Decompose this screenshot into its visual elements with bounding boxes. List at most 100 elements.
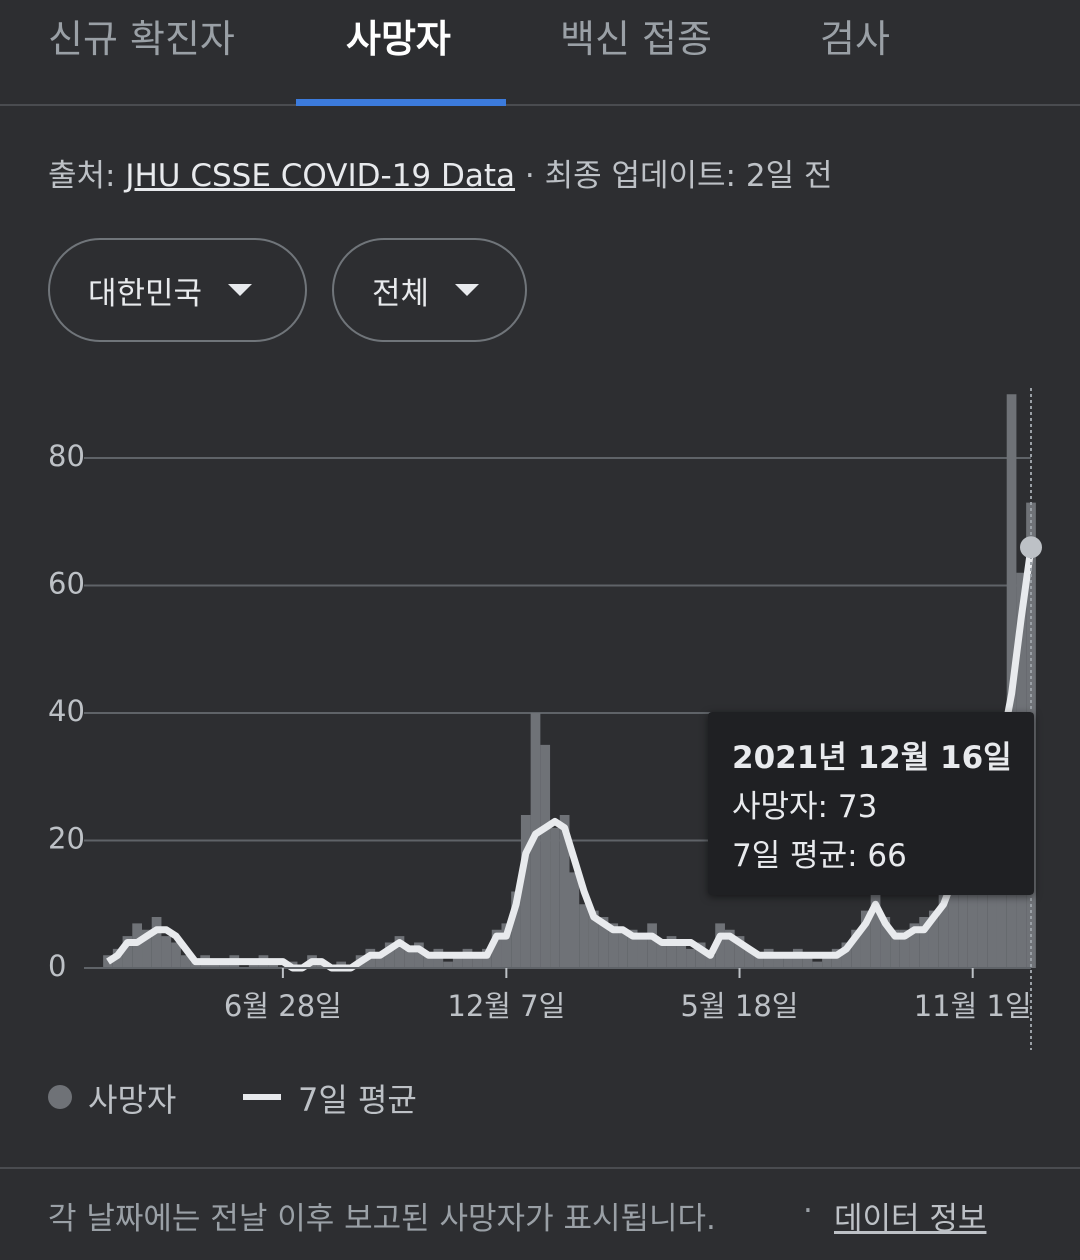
x-tick-label: 11월 1일 [914, 989, 1032, 1023]
bar [899, 929, 910, 968]
bar [501, 923, 512, 968]
tab[interactable]: 사망자 [346, 17, 451, 61]
bar [666, 936, 677, 968]
update-info: · 최종 업데이트: 2일 전 [524, 158, 833, 194]
bar [384, 942, 395, 968]
bar [122, 936, 133, 968]
bar [870, 891, 881, 968]
bar [618, 929, 628, 968]
bar [695, 942, 706, 968]
footer-note: 각 날짜에는 전날 이후 보고된 사망자가 표시됩니다. [48, 1201, 716, 1237]
bar [540, 744, 551, 968]
range-dropdown[interactable]: 전체 [332, 238, 527, 342]
y-tick-label: 80 [48, 439, 85, 473]
bar [404, 948, 415, 968]
bar [754, 955, 764, 968]
bar [414, 942, 424, 968]
bar [569, 872, 580, 968]
tab[interactable]: 검사 [820, 17, 890, 61]
dropdown-arrow [455, 284, 480, 296]
x-tick-label: 5월 18일 [681, 989, 799, 1023]
dropdown-label: 전체 [372, 275, 430, 312]
tooltip-title: 2021년 12월 16일 [732, 740, 1012, 776]
tab[interactable]: 신규 확진자 [48, 17, 235, 61]
tooltip: 2021년 12월 16일 사망자: 73 7일 평균: 66 [708, 712, 1034, 895]
source-link[interactable]: JHU CSSE COVID-19 Data [125, 158, 516, 194]
bar [511, 891, 521, 968]
bar [491, 929, 502, 968]
dropdown-arrow [228, 284, 253, 296]
country-dropdown[interactable]: 대한민국 [48, 238, 307, 342]
bar [890, 929, 900, 968]
y-tick-label: 0 [48, 949, 66, 983]
hover-point [1020, 536, 1042, 559]
tooltip-line: 사망자: 73 [732, 789, 878, 825]
bar [588, 910, 599, 968]
bar [676, 942, 687, 968]
bar [928, 910, 939, 968]
y-tick-label: 60 [48, 567, 85, 601]
bar [637, 936, 648, 968]
footer-divider [0, 1167, 1080, 1169]
bar [472, 955, 483, 968]
y-tick-label: 40 [48, 694, 85, 728]
legend-line [243, 1094, 281, 1100]
bar [715, 923, 725, 968]
bar [744, 948, 755, 968]
source-line: 출처: JHU CSSE COVID-19 Data · 최종 업데이트: 2일… [48, 150, 832, 195]
bar [375, 955, 385, 968]
legend-label: 7일 평균 [298, 1081, 417, 1119]
bar [142, 929, 152, 968]
bar [608, 923, 619, 968]
bar [180, 955, 191, 968]
bar [958, 840, 968, 968]
bar [423, 955, 434, 968]
bar [851, 929, 861, 968]
x-tick-label: 12월 7일 [447, 989, 565, 1023]
bar [734, 936, 745, 968]
bar [103, 955, 113, 968]
bar [802, 955, 813, 968]
bar [686, 948, 696, 968]
bar [880, 917, 891, 968]
bar [909, 923, 920, 968]
bar [443, 961, 453, 968]
footer-link-wrap: 데이터 정보 [834, 1193, 986, 1238]
bar [773, 955, 784, 968]
average-line [106, 546, 1035, 972]
bar [860, 910, 871, 968]
legend-label: 사망자 [88, 1081, 177, 1119]
bar [627, 929, 638, 968]
tab[interactable]: 백신 접종 [560, 17, 712, 61]
bar [559, 815, 570, 968]
legend-dot [48, 1085, 72, 1109]
x-tick-label: 6월 28일 [224, 989, 342, 1023]
bar [161, 936, 172, 968]
bar [919, 917, 929, 968]
bar [452, 955, 463, 968]
bar [647, 923, 657, 968]
bar [550, 827, 560, 968]
bar [938, 891, 949, 968]
bar [171, 942, 181, 968]
bar [394, 936, 405, 968]
bar [783, 955, 793, 968]
bar [151, 917, 162, 968]
bar [812, 961, 823, 968]
bar [705, 955, 716, 968]
bar [822, 955, 832, 968]
y-tick-label: 20 [48, 822, 85, 856]
source-label: 출처: [48, 158, 116, 194]
bar [579, 904, 589, 968]
footer-separator: · [803, 1193, 813, 1229]
bar [520, 815, 531, 968]
data-info-link[interactable]: 데이터 정보 [834, 1201, 987, 1237]
bar [598, 917, 609, 968]
bar [656, 942, 667, 968]
bar [948, 866, 959, 968]
tab-indicator [296, 99, 506, 106]
dropdown-label: 대한민국 [88, 275, 203, 312]
bar [724, 929, 735, 968]
